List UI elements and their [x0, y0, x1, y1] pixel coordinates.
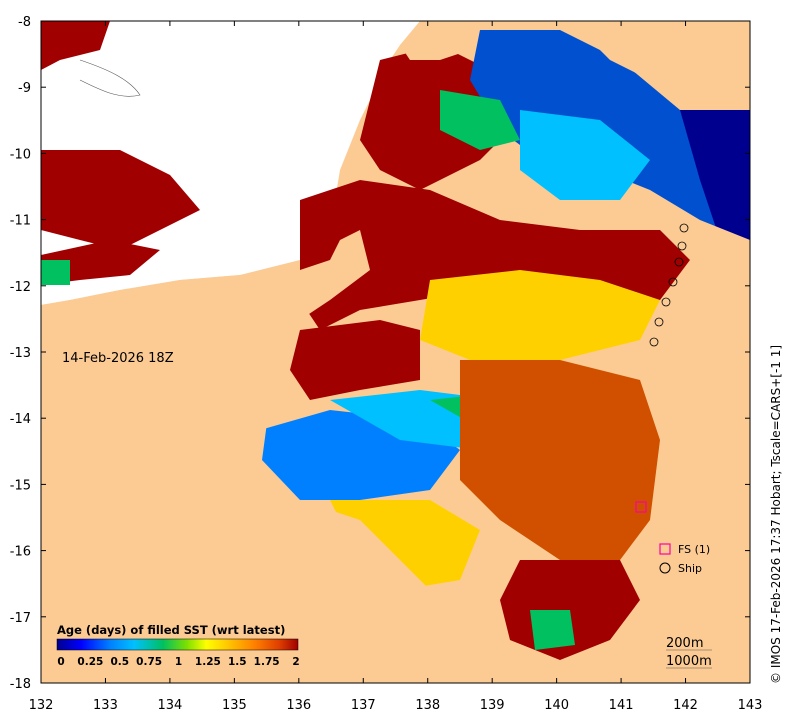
x-tick-label: 143: [738, 698, 763, 713]
x-tick-label: 140: [544, 698, 569, 713]
x-axis-ticks: 132 133 134 135 136 137 138 139 140 141 142 143: [29, 21, 763, 713]
sst-cyan-north: [520, 110, 650, 200]
y-tick-label: -18: [10, 677, 31, 692]
ship-position: [674, 257, 684, 267]
colorbar-title: Age (days) of filled SST (wrt latest): [57, 623, 285, 637]
y-axis-ticks: -8 -9 -10 -11 -12 -13 -14 -15 -16 -17 -18: [10, 15, 750, 692]
ship-track: [649, 223, 689, 347]
ship-position: [677, 241, 687, 251]
sst-green-south: [530, 610, 575, 650]
y-tick-label: -11: [10, 214, 31, 229]
x-tick-label: 134: [157, 698, 182, 713]
sst-orange-southeast: [460, 360, 660, 560]
contour-200m-label: 200m: [666, 636, 703, 651]
fs-legend-label: FS (1): [678, 543, 710, 556]
fs-legend-icon: [659, 543, 671, 555]
colorbar-tick-label: 2: [292, 656, 299, 668]
x-tick-label: 139: [480, 698, 505, 713]
sst-yellow-mid: [420, 270, 660, 360]
date-label: 14-Feb-2026 18Z: [62, 351, 174, 366]
ship-position: [661, 297, 671, 307]
x-tick-label: 137: [351, 698, 376, 713]
x-tick-label: 132: [29, 698, 54, 713]
y-tick-label: -16: [10, 545, 31, 560]
colorbar-tick-label: 1: [175, 656, 182, 668]
x-tick-label: 136: [286, 698, 311, 713]
land-png-coast: [400, 21, 480, 60]
colorbar-tick-label: 0.5: [110, 656, 129, 668]
y-tick-label: -12: [10, 280, 31, 295]
contour-200m: [79, 59, 141, 97]
ship-legend-label: Ship: [678, 562, 702, 575]
y-tick-label: -9: [18, 81, 31, 96]
y-tick-label: -17: [10, 611, 31, 626]
colorbar-tick-label: 1.25: [195, 656, 221, 668]
ship-position: [668, 277, 678, 287]
colorbar-tick-label: 0.25: [77, 656, 103, 668]
sst-dark-red-north: [41, 21, 110, 70]
ship-position: [679, 223, 689, 233]
y-tick-label: -13: [10, 346, 31, 361]
y-tick-label: -8: [18, 15, 31, 30]
sst-darkred-far-west: [41, 240, 160, 285]
land-arnhem: [41, 220, 750, 683]
x-tick-label: 133: [93, 698, 118, 713]
sst-green-far-west: [41, 260, 70, 285]
sst-green-north: [440, 90, 520, 150]
land-cape-york: [590, 21, 750, 110]
ship-position: [654, 317, 664, 327]
colorbar-tick-labels: 0 0.25 0.5 0.75 1 1.25 1.5 1.75 2: [57, 656, 299, 668]
x-tick-label: 141: [609, 698, 634, 713]
y-tick-label: -14: [10, 412, 31, 427]
colorbar-tick-label: 1.5: [228, 656, 247, 668]
colorbar-tick-label: 0: [57, 656, 64, 668]
colorbar-tick-label: 1.75: [254, 656, 280, 668]
ship-position: [649, 337, 659, 347]
fs-marker: [635, 501, 647, 513]
sst-yellow-south: [330, 500, 480, 590]
contour-1000m-label: 1000m: [666, 654, 712, 669]
sst-darkblue-east: [680, 110, 750, 250]
y-tick-label: -10: [10, 147, 31, 162]
sst-darkred-west: [290, 320, 420, 400]
ship-legend-icon: [659, 562, 671, 574]
y-tick-label: -15: [10, 478, 31, 493]
sst-dark-red-northwest: [41, 150, 200, 250]
x-tick-label: 142: [673, 698, 698, 713]
x-tick-label: 138: [415, 698, 440, 713]
credit-text: © IMOS 17-Feb-2026 17:37 Hobart; Tscale=…: [769, 345, 783, 684]
x-tick-label: 135: [222, 698, 247, 713]
colorbar-tick-label: 0.75: [136, 656, 162, 668]
colorbar: [56, 638, 299, 651]
